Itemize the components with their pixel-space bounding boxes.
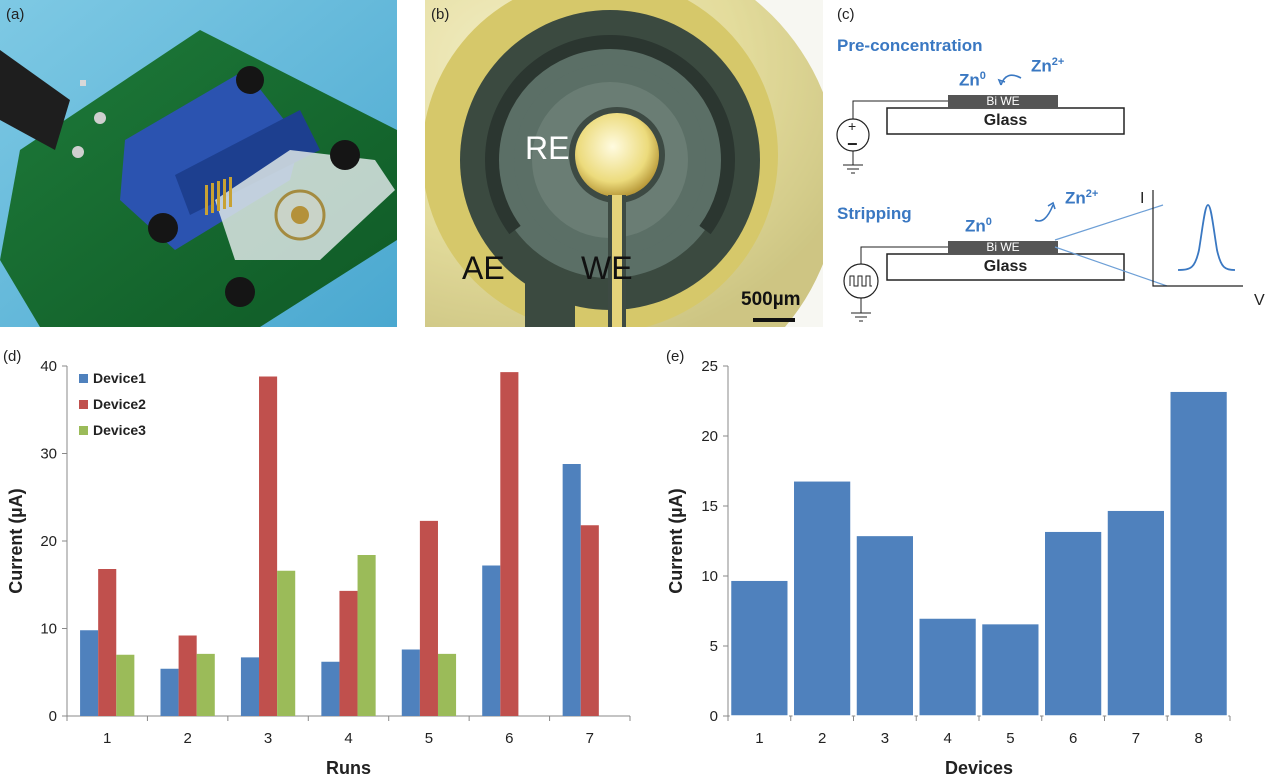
x-tick-label: 2 xyxy=(183,730,191,747)
zn2-top: Zn2+ xyxy=(1031,56,1065,76)
devices-bar-chart: 0 5 10 15 20 25 1 2 3 4 5 6 7 8 Devices Current (µA) xyxy=(666,358,1231,777)
panel-e-chart: (e) 0 5 10 15 20 25 1 2 3 4 5 6 7 8 Devices Current (µA… xyxy=(640,340,1280,777)
x-tick-label: 7 xyxy=(1132,730,1140,747)
glass-bottom: Glass xyxy=(983,258,1028,275)
y-tick-label: 30 xyxy=(40,446,57,463)
x-tick-label: 8 xyxy=(1194,730,1202,747)
legend-swatch xyxy=(79,426,88,435)
re-label: RE xyxy=(525,130,570,166)
x-tick-label: 2 xyxy=(818,730,826,747)
scale-bar-label: 500µm xyxy=(741,289,801,310)
bar xyxy=(729,579,789,717)
legend-entry: Device2 xyxy=(93,396,146,412)
bi-we-top: Bi WE xyxy=(986,94,1020,108)
x-tick-label: 4 xyxy=(344,730,352,747)
legend-swatch xyxy=(79,374,88,383)
axis-v-label: V xyxy=(1254,292,1265,309)
zn0-bottom: Zn0 xyxy=(965,216,992,236)
panel-b-label: (b) xyxy=(431,6,450,23)
axis-i-label: I xyxy=(1140,190,1145,207)
legend-entry: Device3 xyxy=(93,422,146,438)
source-plus: + xyxy=(848,118,857,134)
stripping-title: Stripping xyxy=(837,204,912,223)
legend-swatch xyxy=(79,400,88,409)
x-tick-label: 1 xyxy=(103,730,111,747)
bar xyxy=(357,555,376,716)
panel-e-label: (e) xyxy=(666,348,685,365)
bar xyxy=(1106,509,1166,717)
y-tick-label: 40 xyxy=(40,358,57,375)
panel-c-label: (c) xyxy=(837,6,855,23)
panel-d-label: (d) xyxy=(3,348,22,365)
y-axis-label: Current (µA) xyxy=(666,488,686,593)
glass-top: Glass xyxy=(983,112,1028,129)
bar xyxy=(98,569,117,716)
x-tick-label: 7 xyxy=(586,730,594,747)
bar xyxy=(277,570,296,716)
x-tick-label: 6 xyxy=(1069,730,1077,747)
y-axis-label: Current (µA) xyxy=(6,488,26,593)
bar xyxy=(196,653,215,716)
bar xyxy=(980,622,1040,717)
preconcentration-title: Pre-concentration xyxy=(837,36,983,55)
y-tick-label: 0 xyxy=(710,708,718,725)
y-tick-label: 5 xyxy=(710,638,718,655)
panel-d-chart: (d) 0 10 20 30 40 1 2 3 4 5 6 7 Runs Current (µA) Devi… xyxy=(0,340,640,777)
panel-b-micrograph: (b) RE AE WE 500µm xyxy=(425,0,823,327)
x-tick-label: 6 xyxy=(505,730,513,747)
bar xyxy=(482,565,501,716)
bar xyxy=(855,534,915,717)
y-tick-label: 20 xyxy=(40,533,57,550)
y-tick-label: 0 xyxy=(49,708,57,725)
pcb-photo xyxy=(0,0,397,327)
y-tick-label: 15 xyxy=(701,498,718,515)
bar xyxy=(562,464,581,716)
bar xyxy=(160,668,179,716)
bar xyxy=(116,654,135,716)
bar xyxy=(580,525,599,716)
y-tick-label: 25 xyxy=(701,358,718,375)
panel-a-photo: (a) xyxy=(0,0,397,327)
bar xyxy=(1169,390,1229,717)
bar xyxy=(339,590,358,716)
bar xyxy=(80,630,99,716)
x-tick-label: 5 xyxy=(425,730,433,747)
bar xyxy=(437,653,457,716)
y-tick-label: 10 xyxy=(701,568,718,585)
we-label: WE xyxy=(581,250,633,286)
x-axis-label: Devices xyxy=(945,758,1013,777)
bar xyxy=(178,635,197,716)
panel-c-schematic: (c) Pre-concentration Stripping Zn0 Zn2+… xyxy=(823,0,1280,330)
source-minus: − xyxy=(847,134,858,154)
bar xyxy=(401,649,420,716)
schematic-diagram xyxy=(836,74,1243,322)
bar xyxy=(419,520,438,716)
y-tick-label: 20 xyxy=(701,428,718,445)
legend-entry: Device1 xyxy=(93,370,146,386)
electrode-micrograph xyxy=(425,0,823,327)
x-tick-label: 3 xyxy=(264,730,272,747)
y-tick-label: 10 xyxy=(40,621,57,638)
zn2-bottom: Zn2+ xyxy=(1065,188,1099,208)
bar xyxy=(918,617,978,717)
x-axis-label: Runs xyxy=(326,758,371,777)
x-tick-label: 4 xyxy=(943,730,951,747)
ae-label: AE xyxy=(462,250,505,286)
runs-bar-chart: 0 10 20 30 40 1 2 3 4 5 6 7 Runs Current (µA) Device1 D… xyxy=(6,358,631,777)
x-tick-label: 3 xyxy=(881,730,889,747)
panel-a-label: (a) xyxy=(6,6,25,23)
zn0-top: Zn0 xyxy=(959,70,986,90)
bar xyxy=(321,661,340,716)
bi-we-bottom: Bi WE xyxy=(986,240,1020,254)
x-tick-label: 5 xyxy=(1006,730,1014,747)
bar xyxy=(1043,530,1103,717)
x-tick-label: 1 xyxy=(755,730,763,747)
bar xyxy=(500,372,519,716)
bar xyxy=(792,480,852,717)
bar xyxy=(259,376,278,716)
bar xyxy=(240,657,260,716)
